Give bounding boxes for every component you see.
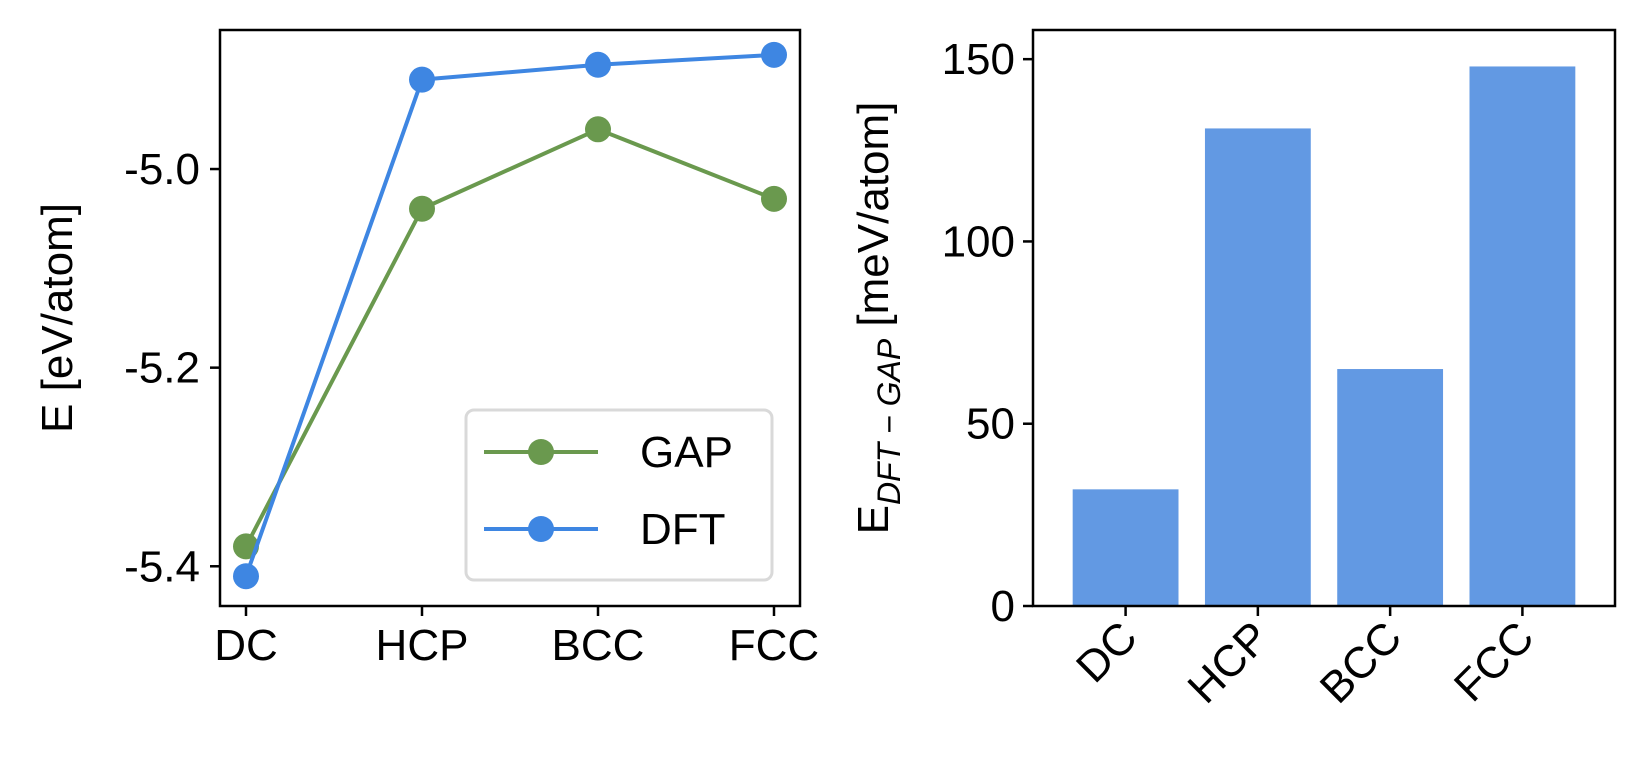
series-gap-point: [585, 116, 611, 143]
series-dft-point: [409, 66, 435, 93]
bar-chart-y-tick-label: 150: [942, 35, 1015, 84]
legend-entry-dft: DFT: [484, 505, 726, 554]
bar-chart-frame: [1031, 28, 1617, 608]
legend-entry-gap: GAP: [484, 428, 733, 477]
series-gap-line: [244, 127, 775, 548]
legend-dft-label: DFT: [640, 505, 726, 554]
line-chart-y-tick-label: -5.4: [124, 542, 200, 591]
legend-gap-marker: [528, 439, 554, 465]
bar-chart-x-tick-label: HCP: [1179, 612, 1279, 712]
line-chart-frame: [218, 28, 802, 608]
line-chart-x-tick-label: DC: [214, 621, 278, 670]
line-chart-y-tick-label: -5.0: [124, 145, 200, 194]
series-dft: [233, 41, 787, 590]
bar-chart-y-tick-label: 100: [942, 217, 1015, 266]
line-chart-y-tick-label: -5.2: [124, 344, 200, 393]
line-chart-x-tick-label: BCC: [552, 621, 645, 670]
bar-fcc: [1469, 66, 1576, 607]
series-dft-point: [761, 41, 787, 68]
bar-chart-bars: [1072, 66, 1576, 607]
line-chart-y-ticks: -5.4 -5.2 -5.0: [124, 145, 220, 591]
bar-chart-x-tick-label: DC: [1067, 612, 1147, 692]
series-gap-point: [409, 195, 435, 222]
legend-gap-label: GAP: [640, 428, 733, 477]
bar-chart-x-tick-label: FCC: [1445, 612, 1544, 711]
bar-chart-y-tick-label: 0: [991, 582, 1015, 631]
series-dft-point: [233, 563, 259, 590]
series-dft-line: [244, 52, 775, 577]
legend-dft-marker: [528, 516, 554, 542]
bar-chart-x-tick-label: BCC: [1311, 612, 1411, 712]
bar-chart-y-axis-label-main: E: [849, 505, 898, 534]
bar-chart-y-ticks: 0 50 100 150: [942, 35, 1033, 631]
series-gap-point: [761, 185, 787, 212]
legend: GAP DFT: [464, 408, 774, 582]
line-chart-x-tick-label: FCC: [729, 621, 819, 670]
line-chart-x-ticks: DC HCP BCC FCC: [214, 606, 819, 670]
bar-chart-y-axis-label-subscript: DFT − GAP: [871, 338, 907, 505]
bar-dc: [1072, 489, 1179, 606]
line-chart-y-axis-label: E [eV/atom]: [33, 203, 82, 433]
bar-chart-y-axis-label: EDFT − GAP [meV/atom]: [849, 102, 907, 535]
line-chart-series: [233, 41, 787, 590]
bar-chart-y-tick-label: 50: [966, 400, 1015, 449]
bar-hcp: [1204, 128, 1311, 607]
series-gap: [233, 116, 787, 560]
bar-chart-y-axis-label-unit: [meV/atom]: [849, 102, 898, 339]
bar-chart-x-ticks: DC HCP BCC FCC: [1067, 606, 1543, 713]
series-dft-point: [585, 51, 611, 78]
line-chart: -5.4 -5.2 -5.0 DC HCP BCC FCC E [eV/atom] GAP…: [33, 28, 819, 670]
line-chart-x-tick-label: HCP: [376, 621, 469, 670]
bar-bcc: [1337, 369, 1444, 606]
bar-chart: 0 50 100 150 DC HCP BCC FCC EDFT − GAP [meV/at…: [849, 28, 1617, 713]
